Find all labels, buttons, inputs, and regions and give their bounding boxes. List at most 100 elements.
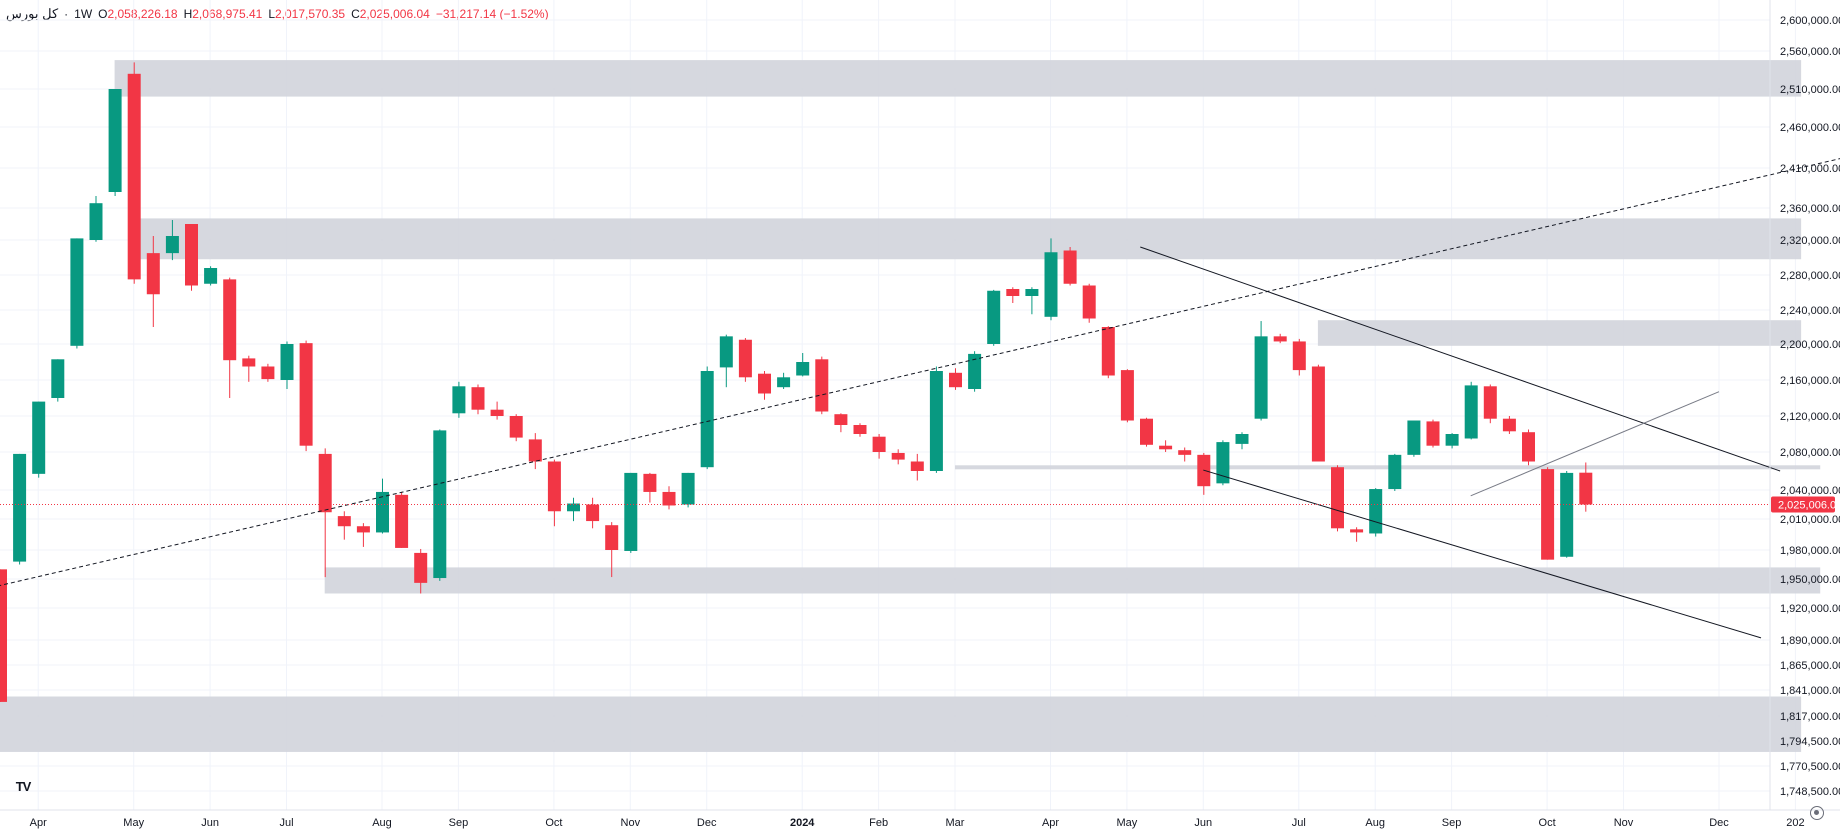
last-price-badge: 2,025,006.04 bbox=[1771, 496, 1840, 513]
candle bbox=[1044, 238, 1058, 321]
candle bbox=[1579, 462, 1593, 512]
candle bbox=[1120, 369, 1134, 423]
candle-body bbox=[1522, 432, 1535, 462]
candle bbox=[1560, 471, 1574, 558]
candle bbox=[1216, 440, 1230, 486]
timeframe-label[interactable]: 1W bbox=[74, 7, 93, 21]
candle-body bbox=[796, 362, 810, 376]
candle-body bbox=[490, 409, 504, 416]
candle bbox=[242, 355, 256, 382]
candle-body bbox=[1388, 454, 1402, 490]
candle-body bbox=[1464, 385, 1478, 439]
candle bbox=[356, 523, 370, 547]
grid-lines bbox=[0, 0, 1796, 810]
candle bbox=[796, 353, 810, 377]
candle-body bbox=[777, 377, 791, 388]
candle-body bbox=[261, 366, 275, 380]
date-tick-label: Oct bbox=[1539, 817, 1556, 829]
candle bbox=[1464, 381, 1478, 440]
candle bbox=[1483, 384, 1497, 424]
trendline bbox=[1203, 469, 1762, 639]
candle bbox=[1197, 452, 1211, 495]
price-tick-label: 1,920,000.00 bbox=[1780, 603, 1840, 615]
date-tick-label: 202 bbox=[1786, 817, 1804, 829]
candle-body bbox=[1216, 442, 1230, 484]
price-change: −31,217.14 (−1.52%) bbox=[435, 7, 549, 21]
candle bbox=[1254, 321, 1268, 421]
price-tick-label: 1,770,500.00 bbox=[1780, 761, 1840, 773]
candle bbox=[471, 384, 485, 415]
candle-body bbox=[1502, 418, 1516, 432]
date-tick-label: Dec bbox=[697, 817, 717, 829]
candle bbox=[567, 497, 580, 522]
candle-body bbox=[165, 236, 179, 254]
candle bbox=[968, 351, 982, 392]
trendlines[interactable] bbox=[0, 156, 1840, 639]
price-tick-label: 2,080,000.00 bbox=[1780, 447, 1840, 459]
candle-body bbox=[1044, 252, 1058, 317]
candle-body bbox=[719, 336, 733, 368]
candle bbox=[108, 89, 122, 196]
candle-body bbox=[1082, 285, 1096, 319]
candle-body bbox=[1369, 489, 1383, 534]
candle bbox=[1006, 287, 1020, 303]
candle bbox=[681, 472, 695, 508]
candle-body bbox=[700, 371, 714, 468]
date-tick-label: Mar bbox=[946, 817, 965, 829]
candle bbox=[624, 472, 638, 553]
candle-body bbox=[1426, 421, 1440, 446]
candle bbox=[528, 433, 542, 470]
candle bbox=[949, 368, 962, 390]
candle-body bbox=[70, 238, 84, 346]
zone-rect bbox=[133, 218, 1802, 260]
candle-body bbox=[1120, 370, 1134, 421]
candle-body bbox=[968, 353, 982, 389]
candle-body bbox=[376, 491, 389, 533]
candle bbox=[1292, 338, 1306, 376]
candle bbox=[1140, 417, 1153, 447]
candle-body bbox=[1273, 336, 1287, 342]
candle-body bbox=[853, 425, 867, 434]
symbol-name[interactable]: كل بورس bbox=[6, 6, 59, 21]
date-tick-label: Aug bbox=[1365, 817, 1385, 829]
date-tick-label: Jun bbox=[1194, 817, 1212, 829]
candle-body bbox=[949, 372, 962, 388]
candle bbox=[433, 429, 447, 581]
price-tick-label: 2,010,000.00 bbox=[1780, 514, 1840, 526]
candle bbox=[280, 341, 294, 389]
candle bbox=[777, 372, 791, 389]
candle-body bbox=[1579, 472, 1593, 505]
candle-body bbox=[471, 387, 485, 410]
candle bbox=[0, 569, 7, 702]
candle-body bbox=[1025, 289, 1039, 296]
price-tick-label: 2,560,000.00 bbox=[1780, 46, 1840, 58]
candle-body bbox=[1235, 434, 1249, 444]
candle-body bbox=[185, 224, 198, 286]
candle-body bbox=[318, 453, 332, 513]
candle bbox=[204, 266, 218, 286]
time-axis[interactable]: Apr May Jun Jul Aug Sep Oct Nov Dec 2024 Feb Mar Apr… bbox=[30, 817, 1805, 829]
candle bbox=[1178, 447, 1192, 462]
candle bbox=[509, 414, 523, 442]
candle-body bbox=[586, 504, 600, 522]
price-tick-label: 1,950,000.00 bbox=[1780, 574, 1840, 586]
candle bbox=[318, 448, 332, 578]
price-axis[interactable]: 2,600,000.00 2,560,000.00 2,510,000.00 2,46… bbox=[1780, 15, 1840, 798]
price-tick-label: 2,040,000.00 bbox=[1780, 485, 1840, 497]
candle bbox=[13, 453, 27, 565]
candle bbox=[758, 371, 771, 400]
price-tick-label: 2,410,000.00 bbox=[1780, 163, 1840, 175]
candle bbox=[815, 356, 829, 415]
settings-gear-icon[interactable] bbox=[1810, 806, 1824, 820]
candle bbox=[1331, 465, 1344, 532]
price-tick-label: 2,280,000.00 bbox=[1780, 270, 1840, 282]
candle-body bbox=[1159, 445, 1173, 450]
tradingview-logo[interactable]: TV bbox=[15, 778, 32, 794]
candle bbox=[1426, 419, 1440, 448]
support-resistance-zones bbox=[0, 60, 1821, 752]
zone-rect bbox=[324, 567, 1821, 594]
date-tick-label: Feb bbox=[869, 817, 888, 829]
candle bbox=[490, 401, 504, 420]
candle-body bbox=[1254, 336, 1268, 419]
